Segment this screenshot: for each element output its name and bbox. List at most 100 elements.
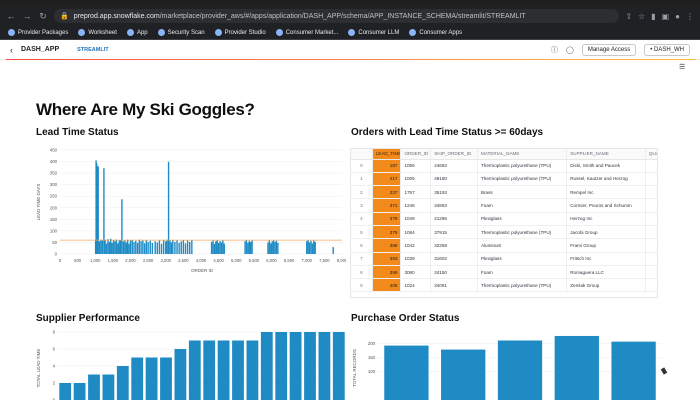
bookmark[interactable]: Worksheet <box>78 29 117 36</box>
table-row[interactable]: 9 405 1024 34091 Thermoplastic polyurethane … <box>351 278 657 293</box>
bookmark[interactable]: Provider Packages <box>8 29 68 36</box>
bookmark[interactable]: Security Scan <box>157 29 205 36</box>
url-path: /marketplace/provider_aws/#/apps/applica… <box>159 12 526 20</box>
bar <box>289 332 302 400</box>
x-tick-label: 4,000 <box>196 258 207 263</box>
page-title: Where Are My Ski Goggles? <box>36 100 255 119</box>
table-row[interactable]: 5 379 1084 37915 Thermoplastic polyurethane … <box>351 225 657 240</box>
column-header[interactable]: SHIP_ORDER_ID <box>430 149 478 160</box>
lead-time-bar <box>275 240 278 254</box>
forward-arrow-icon[interactable]: → <box>22 11 32 21</box>
bookmarks-bar: Provider Packages Worksheet App Security… <box>0 26 700 40</box>
bookmark[interactable]: Consumer Market... <box>275 29 338 36</box>
info-icon[interactable]: ⓘ <box>551 46 558 54</box>
lead-time-title: Lead Time Status <box>36 127 119 138</box>
table-cell: 34863 <box>430 198 478 213</box>
table-cell: 21296 <box>430 212 478 226</box>
lead-y-axis-label: LEAD TIME DAYS <box>36 184 41 221</box>
bookmark[interactable]: Consumer LLM <box>348 29 399 36</box>
share-icon[interactable]: ⇧ <box>625 11 633 21</box>
menu-dots-icon[interactable]: ⋮ <box>686 11 694 21</box>
orders-table[interactable]: LEAD_TIME ORDER_ID SHIP_ORDER_ID MATERIAL_N… <box>350 148 658 298</box>
table-cell: 9374 <box>645 172 657 187</box>
table-cell: 9475 <box>645 238 657 253</box>
manage-access-button[interactable]: Manage Access <box>581 43 637 56</box>
table-cell: 34091 <box>430 278 478 293</box>
lead-time-bar <box>131 240 133 254</box>
table-cell: 399 <box>372 265 402 280</box>
lead-time-bar <box>247 242 249 254</box>
column-header[interactable]: LEAD_TIME <box>372 149 402 160</box>
table-cell: 244 <box>645 185 657 200</box>
bookmark[interactable]: App <box>126 29 148 36</box>
table-cell: 31602 <box>430 252 478 266</box>
table-row[interactable]: 0 187 1055 24682 Thermoplastic polyurethane … <box>351 159 657 173</box>
warehouse-selector[interactable]: • DASH_WH <box>644 43 690 56</box>
lead-time-bar <box>142 240 144 254</box>
reload-icon[interactable]: ↻ <box>39 11 47 21</box>
lead-time-bar <box>125 242 127 254</box>
table-cell: 217 <box>372 172 402 187</box>
column-header[interactable] <box>351 149 373 160</box>
table-cell: 187 <box>372 159 402 173</box>
table-cell: Plexiglass <box>477 212 568 226</box>
bar <box>188 340 201 400</box>
star-icon[interactable]: ☆ <box>638 11 646 21</box>
extensions-icon[interactable]: ▮ <box>651 11 656 21</box>
table-cell: 393 <box>372 252 402 266</box>
column-header[interactable]: MATERIAL_NAME <box>477 149 568 160</box>
lead-time-bar <box>114 241 116 254</box>
bookmark[interactable]: Consumer Apps <box>409 29 462 36</box>
hamburger-menu-icon[interactable]: ☰ <box>679 64 686 71</box>
bar <box>145 357 158 400</box>
table-row[interactable]: 3 371 1246 34863 Foam Cormier, Pouros and Sch… <box>351 198 657 213</box>
table-cell: 1042 <box>400 238 432 253</box>
y-tick-label: 50 <box>52 240 57 245</box>
y-tick-label: 200 <box>368 341 376 346</box>
bookmark[interactable]: Provider Studio <box>214 29 266 36</box>
table-cell: 237 <box>372 185 402 200</box>
table-cell: 37915 <box>430 225 478 240</box>
table-cell: 379 <box>372 225 402 240</box>
tab-streamlit[interactable]: STREAMLIT <box>77 40 109 60</box>
lead-time-bar <box>182 240 185 254</box>
lead-time-bar <box>126 239 129 254</box>
profile-icon[interactable]: ● <box>675 11 680 21</box>
purchase-order-chart: 100 150 200 TOTAL RECORDS <box>352 335 662 400</box>
column-header[interactable]: SUPPLIER_NAME <box>566 149 646 160</box>
table-cell: 4 <box>351 212 373 226</box>
table-cell: Plexiglass <box>477 252 568 266</box>
lead-time-bar <box>311 243 314 254</box>
shield-icon[interactable]: ◯ <box>566 46 574 54</box>
lead-time-bar <box>313 240 315 254</box>
column-header[interactable]: QUANTITY <box>645 149 657 160</box>
table-row[interactable]: 1 217 1005 49180 Thermoplastic polyurethane … <box>351 172 657 187</box>
address-bar[interactable]: 🔒 preprod.app.snowflake.com/marketplace/… <box>54 9 620 23</box>
globe-icon <box>275 29 283 36</box>
bar <box>554 335 599 400</box>
table-cell: Cormier, Pouros and Schumm <box>566 198 646 213</box>
table-cell: 49180 <box>430 172 478 187</box>
x-tick-label: 0 <box>59 258 62 263</box>
back-chevron-icon[interactable]: ‹ <box>10 44 13 55</box>
globe-icon <box>214 29 222 36</box>
lead-time-bar <box>180 241 182 254</box>
table-cell: 5373 <box>645 252 657 266</box>
table-cell: Thermoplastic polyurethane (TPU) <box>477 172 568 187</box>
bar <box>203 340 216 400</box>
back-arrow-icon[interactable]: ← <box>6 11 16 21</box>
column-header[interactable]: ORDER_ID <box>400 149 432 160</box>
lock-icon: 🔒 <box>60 13 69 20</box>
url-host: preprod.app.snowflake.com <box>73 12 160 20</box>
lead-time-bar <box>191 240 193 254</box>
bar <box>102 374 115 400</box>
lead-time-bar <box>215 241 217 254</box>
table-cell: Russel, Kautzer and Herzog <box>566 172 646 187</box>
sidebar-icon[interactable]: ▣ <box>661 11 670 21</box>
lead-time-bar <box>216 240 218 254</box>
